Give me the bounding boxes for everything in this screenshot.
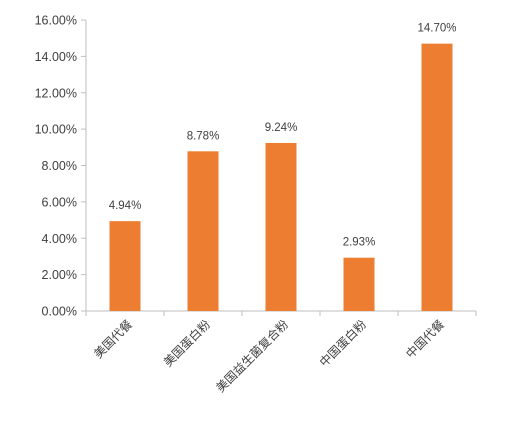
bar	[109, 221, 141, 311]
x-axis-ticks	[85, 311, 477, 316]
category-label: 美国益生菌复合粉	[213, 317, 291, 395]
y-tick-label: 14.00%	[35, 50, 77, 64]
bar-series	[109, 43, 453, 312]
y-tick-label: 8.00%	[42, 159, 77, 173]
y-tick-label: 6.00%	[42, 195, 77, 209]
y-tick-label: 12.00%	[35, 86, 77, 100]
category-label: 美国蛋白粉	[160, 317, 213, 370]
category-label: 中国蛋白粉	[316, 317, 369, 370]
y-tick-label: 4.00%	[42, 232, 77, 246]
y-tick-label: 0.00%	[42, 305, 77, 319]
bar	[187, 151, 219, 311]
data-label: 9.24%	[265, 122, 298, 134]
data-label: 14.70%	[417, 23, 456, 35]
y-tick-label: 16.00%	[35, 14, 77, 28]
data-labels: 4.94% 8.78% 9.24% 2.93% 14.70%	[109, 23, 457, 249]
y-tick-label: 10.00%	[35, 123, 77, 137]
bar	[343, 257, 375, 311]
data-label: 8.78%	[187, 130, 220, 142]
data-label: 2.93%	[343, 237, 376, 249]
bar	[265, 142, 297, 311]
y-axis-ticks: 0.00% 2.00% 4.00% 6.00% 8.00% 10.00% 12.00% 14.…	[35, 14, 86, 319]
category-label: 中国代餐	[403, 317, 448, 362]
bar	[421, 43, 453, 312]
category-label: 美国代餐	[91, 317, 136, 362]
data-label: 4.94%	[109, 200, 142, 212]
category-labels: 美国代餐 美国蛋白粉 美国益生菌复合粉 中国蛋白粉 中国代餐	[91, 317, 448, 395]
y-tick-label: 2.00%	[42, 268, 77, 282]
